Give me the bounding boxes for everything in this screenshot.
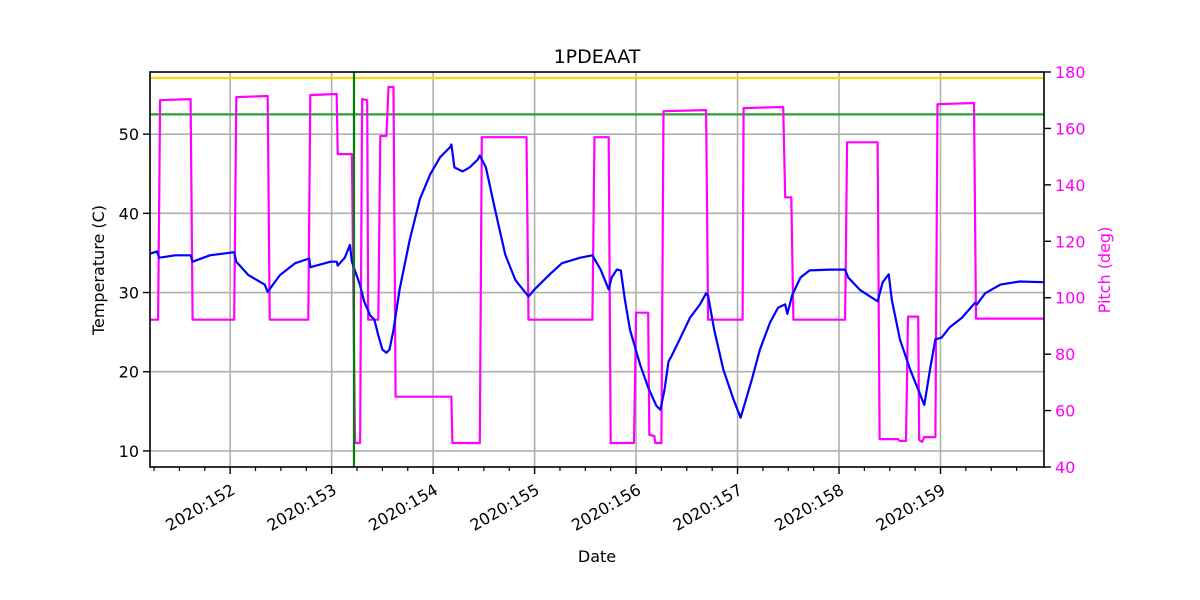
y-axis-title: Temperature (C) bbox=[89, 205, 108, 336]
y2-tick-label: 120 bbox=[1055, 232, 1086, 251]
y-tick-label: 20 bbox=[119, 363, 139, 382]
series-temperature-line bbox=[149, 143, 1045, 419]
y-tick-label: 10 bbox=[119, 442, 139, 461]
y2-tick-label: 40 bbox=[1055, 458, 1075, 477]
y2-tick-label: 180 bbox=[1055, 63, 1086, 82]
y2-tick-label: 80 bbox=[1055, 345, 1075, 364]
series bbox=[149, 85, 1045, 445]
limit-lines bbox=[150, 76, 1044, 116]
x-axis-title: Date bbox=[578, 547, 616, 566]
y2-axis-title: Pitch (deg) bbox=[1095, 227, 1114, 314]
series-pitch-line bbox=[150, 85, 1044, 445]
y2-tick-label: 60 bbox=[1055, 402, 1075, 421]
chart-title: 1PDEAAT bbox=[554, 46, 641, 68]
y-axis-right: 40 60 80 100 120 140 160 180 bbox=[1044, 63, 1086, 477]
y2-tick-label: 100 bbox=[1055, 289, 1086, 308]
y-tick-label: 40 bbox=[119, 204, 139, 223]
y-axis-left: 10 20 30 40 50 bbox=[119, 125, 150, 461]
y2-tick-label: 140 bbox=[1055, 176, 1086, 195]
y-tick-label: 50 bbox=[119, 125, 139, 144]
y2-tick-label: 160 bbox=[1055, 119, 1086, 138]
grid bbox=[150, 72, 1044, 467]
plot-frame bbox=[149, 71, 1045, 468]
y-tick-label: 30 bbox=[119, 284, 139, 303]
